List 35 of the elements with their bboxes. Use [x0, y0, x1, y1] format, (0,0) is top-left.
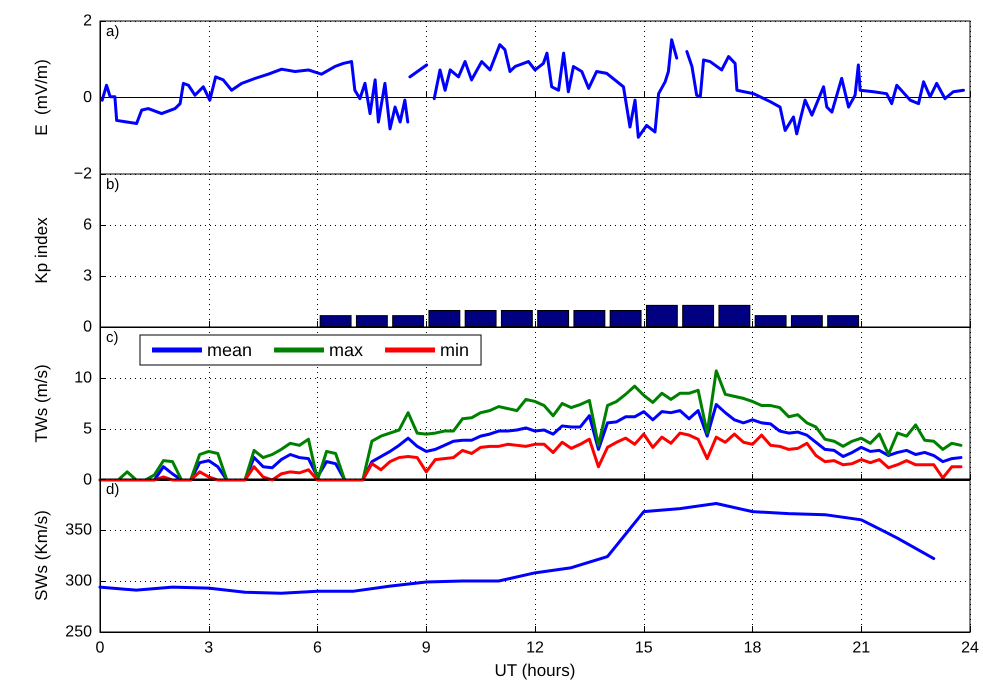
annotation: d): [106, 481, 120, 498]
y-tick-label: 5: [83, 420, 92, 437]
annotation: b): [106, 176, 120, 193]
y-tick-label: 10: [74, 369, 92, 386]
line-series: [98, 431, 962, 481]
x-tick-label: 18: [744, 640, 762, 657]
y-tick-label: 0: [83, 318, 92, 336]
x-tick-label: 12: [526, 640, 544, 657]
legend-label: mean: [207, 340, 252, 360]
x-tick-label: 3: [204, 640, 214, 657]
y-axis-title: Kp index: [32, 216, 51, 284]
x-tick-label: 6: [313, 640, 322, 657]
y-tick-label: 0: [83, 89, 92, 106]
x-axis-title: UT (hours): [494, 661, 576, 680]
legend-label: max: [329, 340, 364, 360]
y-tick-label: 2: [83, 12, 92, 30]
legend-label: min: [440, 340, 470, 360]
x-tick-label: 0: [96, 640, 105, 657]
x-tick-label: 21: [852, 640, 870, 657]
y-axis-title: SWs (Km/s): [32, 510, 51, 602]
y-tick-label: 250: [65, 624, 92, 641]
y-tick-label: 3: [83, 267, 92, 284]
annotation: a): [106, 23, 120, 40]
y-tick-label: −2: [74, 166, 92, 182]
y-tick-label: 300: [65, 572, 92, 590]
y-tick-label: 350: [65, 522, 92, 539]
annotation: c): [106, 328, 118, 346]
y-tick-label: 0: [83, 471, 92, 488]
line-series: [98, 502, 936, 595]
x-tick-label: 15: [634, 640, 653, 657]
y-tick-label: 6: [83, 216, 92, 234]
x-tick-label: 9: [422, 640, 431, 657]
y-axis-title: E (mV/m): [32, 59, 51, 136]
x-tick-label: 24: [961, 640, 979, 657]
y-axis-title: TWs (m/s): [32, 364, 51, 442]
